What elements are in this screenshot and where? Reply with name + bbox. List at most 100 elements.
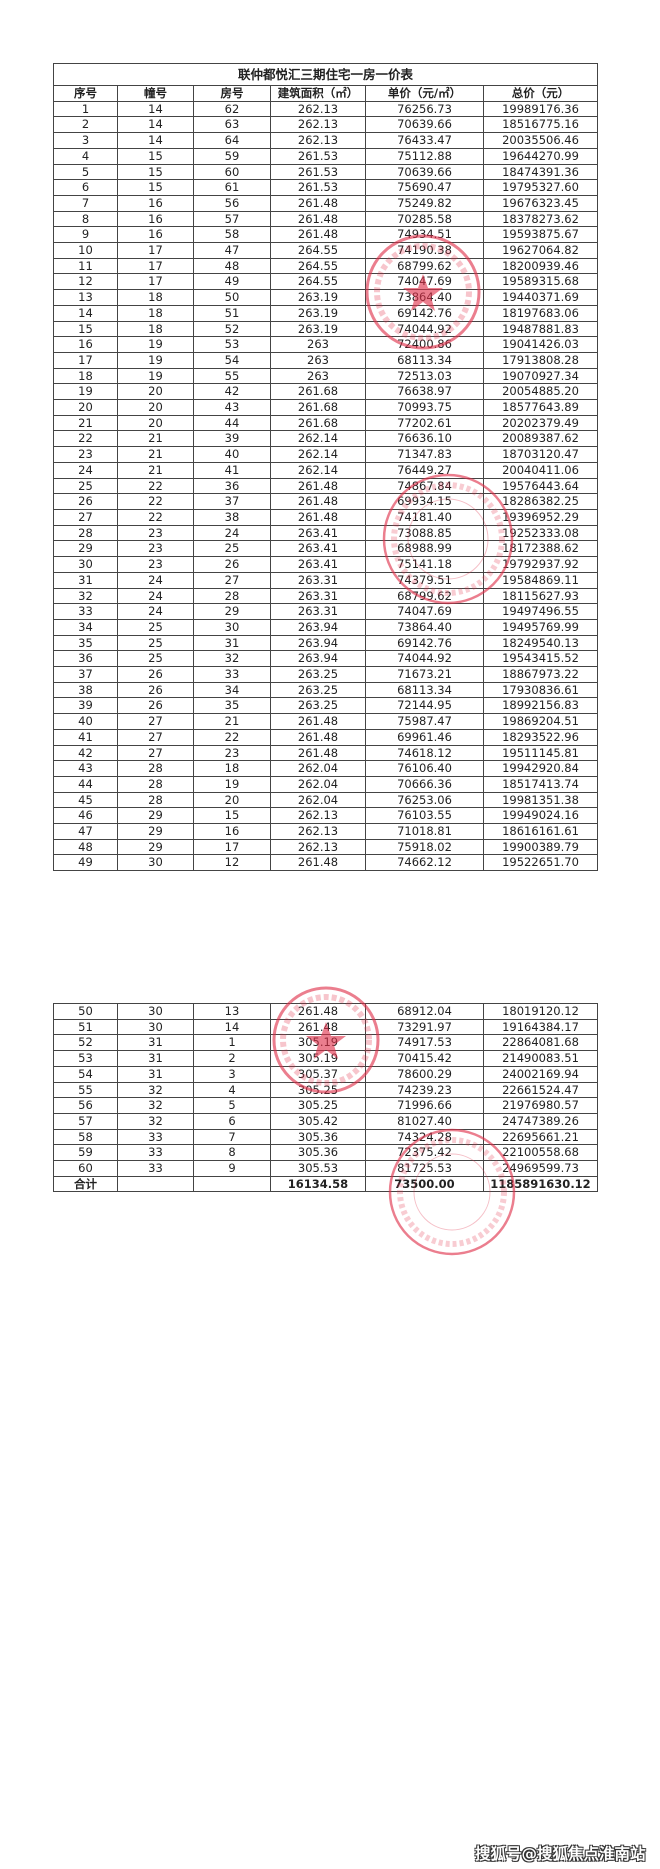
table-row: 57 32 6 305.42 81027.40 24747389.26 (53, 1112, 598, 1130)
table-row: 15 18 52 263.19 74044.92 19487881.83 (53, 320, 599, 338)
cell-index: 40 (53, 713, 118, 730)
cell-area: 261.48 (270, 854, 366, 872)
cell-room: 6 (193, 1112, 271, 1130)
table-row: 59 33 8 305.36 72375.42 22100558.68 (53, 1144, 598, 1162)
cell-unit-price: 74867.84 (365, 477, 484, 495)
cell-index: 52 (53, 1034, 118, 1052)
price-table-part2: 50 30 13 261.48 68912.04 18019120.12 51 30 14 261… (53, 1003, 598, 1193)
cell-area: 305.53 (270, 1160, 366, 1177)
header-room: 房号 (193, 85, 271, 102)
cell-area: 305.25 (270, 1081, 366, 1099)
cell-room: 18 (193, 760, 271, 777)
cell-room: 47 (193, 242, 271, 259)
cell-unit-price: 70639.66 (365, 116, 484, 134)
cell-unit-price: 77202.61 (365, 414, 484, 432)
cell-area: 261.53 (270, 147, 366, 165)
cell-building: 20 (117, 399, 194, 416)
table-row: 7 16 56 261.48 75249.82 19676323.45 (53, 194, 599, 212)
cell-area: 263 (270, 351, 366, 369)
cell-area: 262.13 (270, 823, 366, 840)
cell-total-price: 18286382.25 (482, 493, 599, 510)
cell-building: 31 (117, 1034, 194, 1052)
cell-index: 32 (53, 587, 118, 605)
cell-building: 32 (117, 1081, 194, 1099)
table-row: 20 20 43 261.68 70993.75 18577643.89 (53, 399, 599, 416)
cell-unit-price: 74379.51 (365, 571, 484, 589)
cell-room: 24 (193, 524, 271, 542)
cell-total-price: 18992156.83 (482, 697, 599, 715)
cell-index: 47 (53, 823, 118, 840)
header-unit-price: 单价（元/㎡） (365, 85, 484, 102)
cell-unit-price: 71018.81 (365, 823, 484, 840)
cell-area: 261.48 (270, 194, 366, 212)
cell-room: 61 (193, 179, 271, 196)
cell-room: 42 (193, 383, 271, 401)
cell-area: 305.36 (270, 1128, 366, 1146)
cell-index: 57 (53, 1112, 118, 1130)
cell-unit-price: 68912.04 (365, 1003, 484, 1020)
cell-area: 261.48 (270, 477, 366, 495)
cell-room: 13 (193, 1003, 271, 1020)
cell-area: 263.19 (270, 304, 366, 322)
cell-area: 261.48 (270, 1018, 366, 1036)
cell-total-price: 19942920.84 (482, 760, 599, 777)
cell-index: 8 (53, 210, 118, 228)
cell-room: 7 (193, 1128, 271, 1146)
cell-building: 32 (117, 1112, 194, 1130)
cell-room: 58 (193, 226, 271, 244)
cell-building: 29 (117, 807, 194, 825)
cell-unit-price: 74047.69 (365, 603, 484, 620)
cell-total-price: 19522651.70 (482, 854, 599, 872)
cell-area: 263.31 (270, 603, 366, 620)
cell-unit-price: 74618.12 (365, 744, 484, 762)
cell-area: 263.94 (270, 618, 366, 636)
cell-room: 30 (193, 618, 271, 636)
cell-index: 35 (53, 634, 118, 652)
cell-room: 64 (193, 132, 271, 149)
table-row: 50 30 13 261.48 68912.04 18019120.12 (53, 1003, 598, 1020)
cell-index: 37 (53, 666, 118, 683)
cell-index: 59 (53, 1144, 118, 1162)
table-row: 25 22 36 261.48 74867.84 19576443.64 (53, 477, 599, 495)
cell-building: 18 (117, 304, 194, 322)
cell-room: 43 (193, 399, 271, 416)
cell-room: 34 (193, 681, 271, 699)
cell-unit-price: 76253.06 (365, 791, 484, 809)
cell-total-price: 19440371.69 (482, 289, 599, 306)
cell-building: 22 (117, 477, 194, 495)
cell-unit-price: 70415.42 (365, 1050, 484, 1067)
cell-building: 19 (117, 351, 194, 369)
cell-building: 24 (117, 603, 194, 620)
cell-room: 9 (193, 1160, 271, 1177)
table-row: 47 29 16 262.13 71018.81 18616161.61 (53, 823, 599, 840)
table-row: 8 16 57 261.48 70285.58 18378273.62 (53, 210, 599, 228)
cell-building: 26 (117, 681, 194, 699)
cell-total-price: 18867973.22 (482, 666, 599, 683)
cell-room: 35 (193, 697, 271, 715)
cell-index: 11 (53, 257, 118, 275)
table-row: 55 32 4 305.25 74239.23 22661524.47 (53, 1081, 598, 1099)
cell-total-price: 19396952.29 (482, 508, 599, 526)
total-price-sum: 1185891630.12 (483, 1175, 598, 1193)
cell-unit-price: 76106.40 (365, 760, 484, 777)
table-row: 19 20 42 261.68 76638.97 20054885.20 (53, 383, 599, 401)
cell-index: 18 (53, 367, 118, 385)
cell-index: 14 (53, 304, 118, 322)
cell-area: 263.94 (270, 634, 366, 652)
table-row: 35 25 31 263.94 69142.76 18249540.13 (53, 634, 599, 652)
cell-unit-price: 75141.18 (365, 556, 484, 573)
cell-building: 14 (117, 100, 194, 118)
cell-building: 17 (117, 273, 194, 291)
cell-room: 33 (193, 666, 271, 683)
cell-index: 9 (53, 226, 118, 244)
cell-building: 25 (117, 650, 194, 668)
cell-index: 10 (53, 242, 118, 259)
cell-building: 31 (117, 1050, 194, 1067)
cell-total-price: 19070927.34 (482, 367, 599, 385)
cell-total-price: 20054885.20 (482, 383, 599, 401)
cell-room: 38 (193, 508, 271, 526)
cell-index: 25 (53, 477, 118, 495)
table-row: 10 17 47 264.55 74190.38 19627064.82 (53, 242, 599, 259)
cell-unit-price: 68113.34 (365, 351, 484, 369)
cell-area: 262.04 (270, 775, 366, 793)
